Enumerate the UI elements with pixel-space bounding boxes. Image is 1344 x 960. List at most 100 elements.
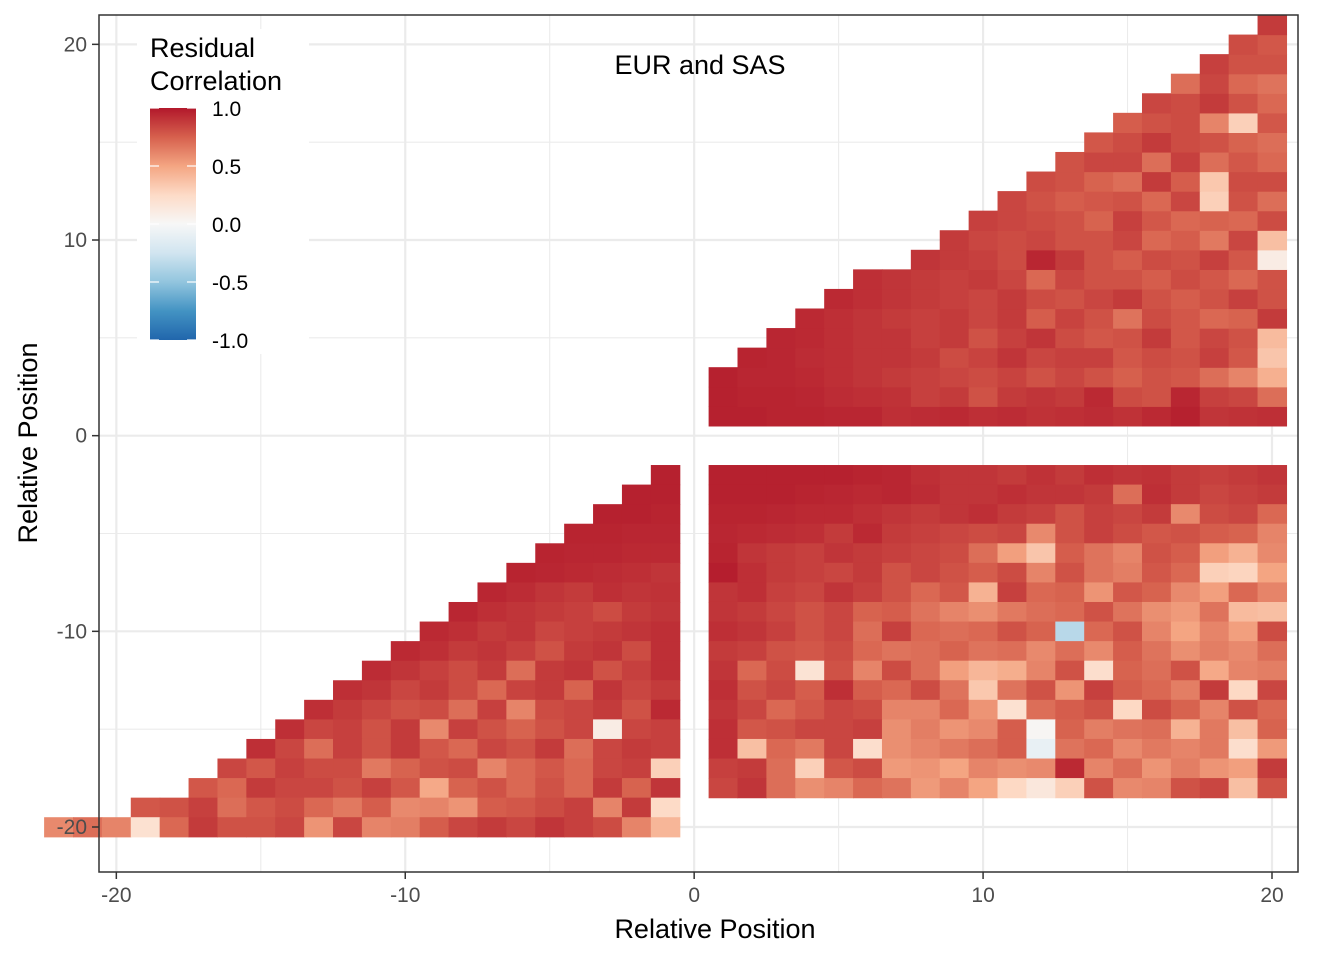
heatmap-cell [1170, 230, 1201, 251]
heatmap-cell [997, 249, 1028, 270]
heatmap-cell [824, 406, 854, 427]
heatmap-cell [737, 465, 767, 486]
heatmap-cell [1199, 562, 1230, 584]
heatmap-cell [1084, 191, 1114, 212]
heatmap-cell [1170, 328, 1201, 349]
heatmap-cell [1170, 210, 1201, 231]
heatmap-cell [853, 288, 883, 310]
heatmap-cell [1055, 699, 1085, 720]
heatmap-cell [535, 601, 565, 623]
heatmap-cell [795, 328, 825, 349]
heatmap-cell [766, 465, 796, 486]
heatmap-cell [910, 484, 941, 505]
heatmap-cell [1228, 93, 1259, 114]
heatmap-cell [1257, 73, 1288, 94]
heatmap-cell [968, 719, 999, 740]
heatmap-cell [361, 758, 392, 779]
heatmap-cell [419, 660, 450, 681]
heatmap-cell [361, 817, 392, 838]
heatmap-cell [1228, 210, 1259, 231]
heatmap-cell [1141, 641, 1172, 662]
heatmap-cell [448, 758, 479, 779]
heatmap-cell [564, 601, 594, 623]
heatmap-cell [506, 719, 536, 740]
heatmap-cell [939, 347, 970, 368]
heatmap-cell [1026, 504, 1056, 525]
heatmap-cell [1257, 738, 1288, 760]
heatmap-cell [535, 719, 565, 740]
heatmap-cell [275, 817, 305, 838]
heatmap-cell [506, 797, 536, 818]
heatmap-cell [1257, 601, 1288, 623]
heatmap-cell [824, 778, 854, 799]
heatmap-cell [130, 797, 161, 818]
heatmap-cell [1199, 93, 1230, 114]
heatmap-cell [1170, 191, 1201, 212]
heatmap-cell [1199, 778, 1230, 799]
heatmap-cell [1084, 719, 1114, 740]
heatmap-cell [795, 621, 825, 642]
heatmap-cell [1026, 328, 1056, 349]
heatmap-cell [997, 230, 1028, 251]
heatmap-cell [1228, 73, 1259, 94]
heatmap-cell [1199, 328, 1230, 349]
heatmap-cell [593, 660, 623, 681]
heatmap-cell [1113, 171, 1143, 192]
heatmap-cell [1026, 738, 1056, 760]
heatmap-cell [1199, 406, 1230, 427]
heatmap-cell [968, 621, 999, 642]
heatmap-cell [390, 641, 421, 662]
heatmap-cell [853, 660, 883, 681]
heatmap-cell [1199, 543, 1230, 564]
heatmap-cell [333, 758, 363, 779]
heatmap-cell [1228, 543, 1259, 564]
heatmap-cell [621, 641, 652, 662]
heatmap-cell [968, 386, 999, 407]
heatmap-cell [881, 504, 912, 525]
heatmap-cell [1141, 308, 1172, 329]
heatmap-cell [1170, 699, 1201, 720]
heatmap-cell [1113, 230, 1143, 251]
heatmap-cell [1257, 562, 1288, 584]
heatmap-cell [275, 758, 305, 779]
heatmap-cell [448, 621, 479, 642]
heatmap-cell [795, 699, 825, 720]
heatmap-cell [853, 347, 883, 368]
heatmap-cell [1084, 621, 1114, 642]
heatmap-cell [939, 465, 970, 486]
heatmap-cell [795, 465, 825, 486]
heatmap-cell [795, 778, 825, 799]
heatmap-cell [506, 699, 536, 720]
heatmap-cell [1257, 465, 1288, 486]
heatmap-cell [1141, 249, 1172, 270]
heatmap-cell [1026, 680, 1056, 701]
heatmap-cell [1199, 699, 1230, 720]
heatmap-cell [419, 778, 450, 799]
heatmap-cell [881, 562, 912, 584]
heatmap-cell [1113, 758, 1143, 779]
heatmap-cell [1228, 523, 1259, 544]
heatmap-cell [650, 582, 681, 603]
heatmap-cell [766, 641, 796, 662]
heatmap-cell [1141, 406, 1172, 427]
heatmap-cell [1141, 269, 1172, 290]
heatmap-cell [1084, 504, 1114, 525]
heatmap-cell [535, 738, 565, 760]
heatmap-cell [564, 738, 594, 760]
heatmap-cell [1257, 191, 1288, 212]
heatmap-cell [535, 778, 565, 799]
heatmap-cell [1228, 191, 1259, 212]
heatmap-cell [737, 621, 767, 642]
heatmap-cell [910, 758, 941, 779]
heatmap-cell [650, 621, 681, 642]
heatmap-cell [506, 817, 536, 838]
heatmap-cell [564, 797, 594, 818]
heatmap-cell [1257, 641, 1288, 662]
y-tick-label: 0 [75, 425, 87, 448]
heatmap-cell [1228, 778, 1259, 799]
heatmap-cell [708, 406, 739, 427]
heatmap-cell [1257, 112, 1288, 133]
heatmap-cell [824, 465, 854, 486]
heatmap-cell [1199, 367, 1230, 388]
heatmap-cell [881, 328, 912, 349]
